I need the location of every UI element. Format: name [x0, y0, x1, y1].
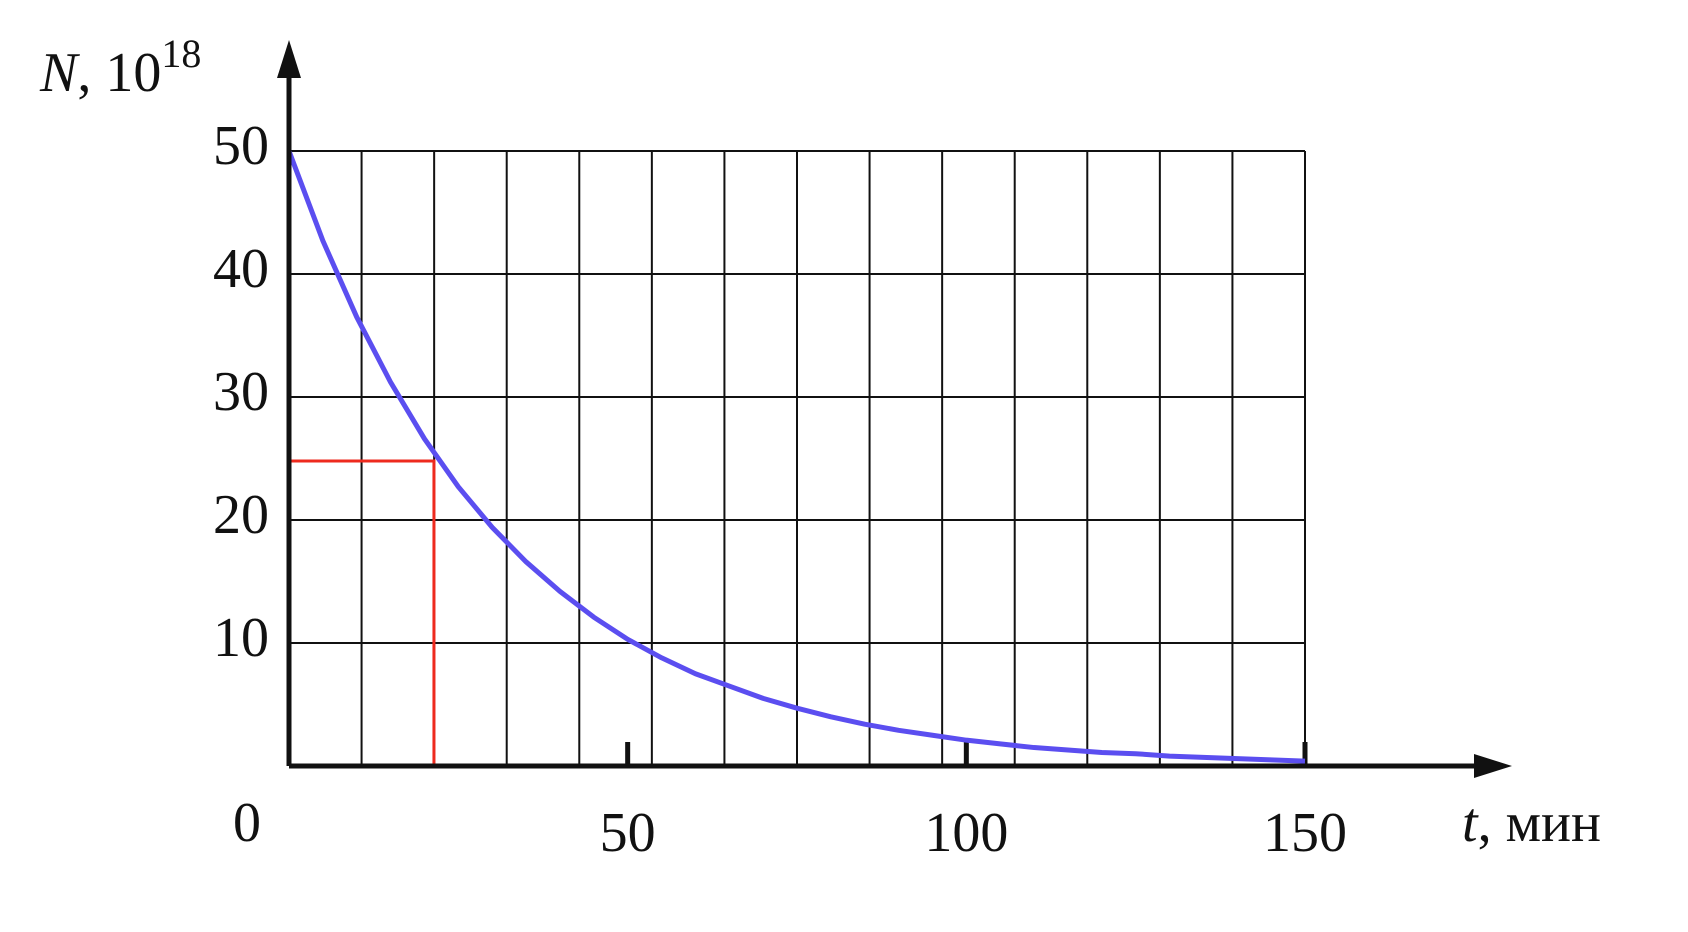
marker-lines: [289, 459, 436, 766]
x-arrow: [1474, 754, 1512, 778]
x-tick-label: 150: [1263, 802, 1347, 864]
y-tick-label: 40: [213, 238, 269, 300]
x-label-var: t: [1462, 792, 1479, 854]
y-label-exp: 18: [161, 31, 201, 76]
x-label-rest: , мин: [1478, 792, 1601, 854]
y-label-rest: , 10: [77, 42, 161, 104]
x-tick-label: 50: [600, 802, 656, 864]
y-axis-label: N, 1018: [39, 31, 201, 104]
y-label-var: N: [39, 42, 80, 104]
y-arrow: [277, 40, 301, 78]
y-tick-label: 30: [213, 361, 269, 423]
x-tick-label: 100: [924, 802, 1008, 864]
y-tick-label: 10: [213, 607, 269, 669]
y-tick-label: 50: [213, 115, 269, 177]
x-axis-label: t, мин: [1462, 792, 1601, 854]
x-tick-label: 0: [233, 792, 261, 854]
curve: [286, 150, 1306, 764]
y-tick-label: 20: [213, 484, 269, 546]
